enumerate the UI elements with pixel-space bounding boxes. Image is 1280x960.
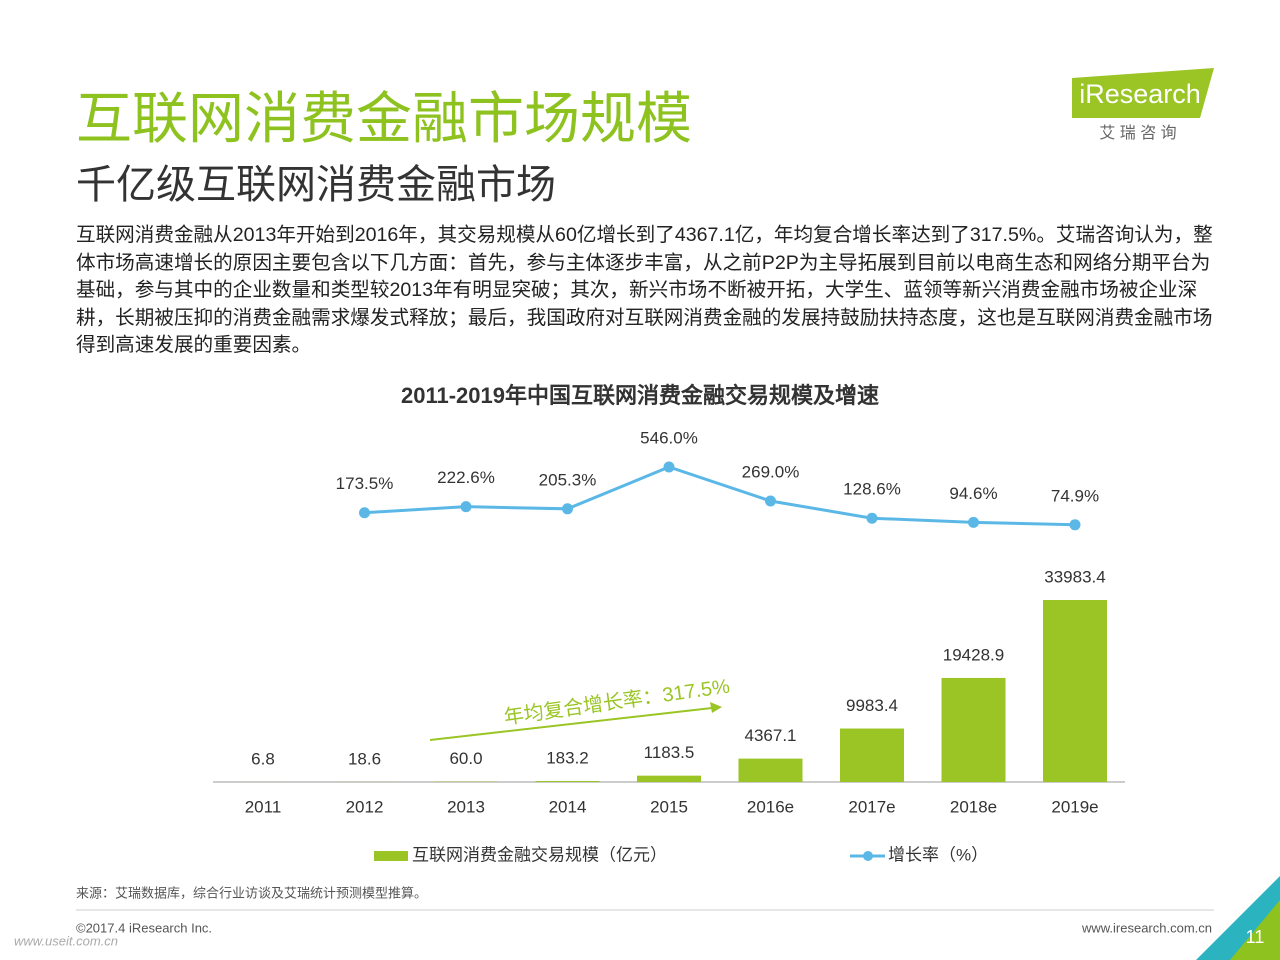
logo-tagline: 艾 瑞 咨 询 (1099, 124, 1176, 142)
x-tick-label: 2019e (1051, 797, 1098, 816)
bar (1043, 600, 1107, 782)
bar-value-label: 60.0 (449, 749, 482, 768)
line-value-label: 546.0% (640, 428, 698, 447)
bar-value-label: 183.2 (546, 749, 589, 768)
x-tick-label: 2015 (650, 797, 688, 816)
logo-shape (1072, 68, 1214, 118)
bar (941, 677, 1006, 782)
x-tick-label: 2013 (447, 797, 485, 816)
annotation-arrow (429, 707, 713, 741)
line-point (562, 503, 573, 515)
x-tick-label: 2011 (245, 797, 282, 816)
line-point (765, 495, 776, 507)
website: www.iresearch.com.cn (1081, 920, 1212, 935)
line-value-label: 222.6% (437, 468, 495, 487)
x-tick-label: 2016e (747, 797, 794, 816)
line-value-label: 74.9% (1051, 486, 1099, 505)
bar-value-label: 1183.5 (644, 743, 695, 762)
annotation: 年均复合增长率：317.5% (502, 675, 731, 730)
slide-subtitle: 千亿级互联网消费金融市场 (76, 163, 556, 207)
x-tick-label: 2017e (848, 797, 895, 816)
paragraph: 互联网消费金融从2013年开始到2016年，其交易规模从60亿增长到了4367.… (76, 224, 1213, 356)
x-tick-label: 2012 (346, 797, 384, 816)
logo-text: iResearch (1079, 79, 1201, 109)
source: 来源：艾瑞数据库，综合行业访谈及艾瑞统计预测模型推算。 (76, 885, 427, 900)
line-point (663, 461, 675, 473)
bar (738, 758, 803, 782)
arrow-head (710, 702, 722, 713)
bar-value-label: 4367.1 (745, 726, 797, 745)
line-point (359, 507, 370, 519)
watermark: www.useit.com.cn (14, 933, 118, 948)
line-value-label: 269.0% (742, 462, 800, 481)
bar (840, 728, 904, 782)
legend-swatch (863, 851, 873, 861)
chart-title: 2011-2019年中国互联网消费金融交易规模及增速 (401, 383, 879, 408)
copyright: ©2017.4 iResearch Inc. (76, 920, 212, 935)
line-point (968, 516, 979, 528)
line-value-label: 173.5% (336, 474, 394, 493)
bar-value-label: 19428.9 (943, 645, 1004, 664)
corner-shape (1230, 900, 1280, 960)
line-value-label: 128.6% (843, 480, 901, 499)
bar-value-label: 9983.4 (846, 696, 898, 715)
line-point (866, 512, 878, 524)
legend-swatch (374, 851, 408, 861)
bar (535, 781, 600, 782)
x-tick-label: 2014 (549, 797, 587, 816)
bar-value-label: 6.8 (251, 749, 275, 768)
bar-value-label: 18.6 (348, 749, 381, 768)
x-tick-label: 2018e (950, 797, 997, 816)
slide-title: 互联网消费金融市场规模 (76, 87, 692, 150)
line-value-label: 205.3% (539, 470, 597, 489)
bar (637, 775, 701, 782)
line (364, 465, 1076, 527)
line-point (1069, 519, 1081, 531)
bar-value-label: 33983.4 (1044, 567, 1105, 586)
line-value-label: 94.6% (949, 484, 997, 503)
page-number: 11 (1246, 927, 1265, 947)
line-point (460, 501, 472, 513)
legend-label: 增长率（%） (888, 845, 988, 864)
legend-label: 互联网消费金融交易规模（亿元） (412, 845, 667, 864)
